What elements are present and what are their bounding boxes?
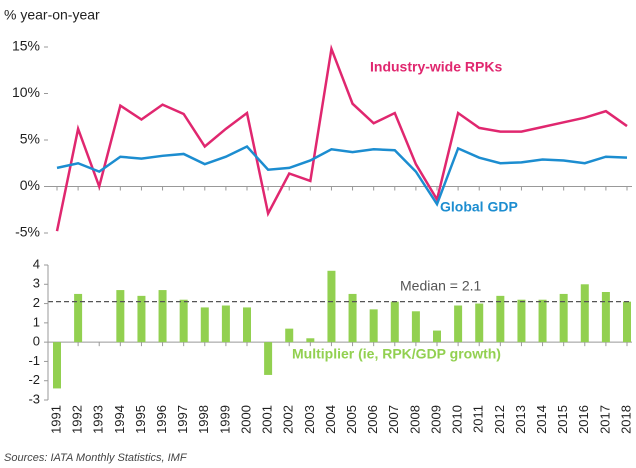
- y-tick-label: 2: [33, 295, 40, 310]
- x-tick-label: 1995: [133, 405, 148, 434]
- x-tick-label: 1996: [154, 405, 169, 434]
- bar: [390, 301, 399, 343]
- bar: [348, 293, 357, 343]
- x-tick-label: 2004: [323, 405, 338, 434]
- bar: [221, 305, 230, 343]
- bar: [53, 342, 61, 389]
- bar: [243, 307, 251, 343]
- x-tick-label: 2001: [260, 405, 275, 434]
- y-tick-label: -5%: [15, 224, 40, 240]
- y-tick-label: -2: [28, 372, 40, 387]
- bar: [475, 303, 484, 343]
- x-tick-label: 2003: [302, 405, 317, 434]
- x-tick-label: 1999: [217, 405, 232, 434]
- x-tick-label: 2016: [576, 405, 591, 434]
- x-tick-label: 1998: [196, 405, 211, 434]
- y-tick-label: 0%: [20, 177, 40, 193]
- series-label: Industry-wide RPKs: [370, 59, 502, 75]
- x-tick-label: 2005: [344, 405, 359, 434]
- y-tick-label: 5%: [20, 131, 40, 147]
- bar: [285, 328, 294, 343]
- x-tick-label: 2006: [365, 405, 380, 434]
- x-tick-label: 2017: [597, 405, 612, 434]
- x-tick-label: 2007: [386, 405, 401, 434]
- series-label: Global GDP: [440, 199, 518, 215]
- bar: [538, 299, 547, 343]
- bar: [623, 301, 631, 343]
- y-tick-label: 3: [33, 276, 40, 291]
- y-tick-label: 4: [33, 256, 40, 271]
- x-tick-label: 2002: [281, 405, 296, 434]
- x-tick-label: 1997: [175, 405, 190, 434]
- x-tick-label: 1992: [70, 405, 85, 434]
- x-tick-label: 2011: [471, 405, 486, 433]
- bar: [200, 307, 209, 343]
- x-tick-label: 1994: [112, 405, 127, 434]
- source: Sources: IATA Monthly Statistics, IMF: [4, 452, 188, 464]
- y-tick-label: 0: [33, 334, 40, 349]
- x-tick-label: 1991: [48, 405, 63, 434]
- x-tick-label: 2013: [513, 405, 528, 434]
- y-tick-label: 1: [33, 314, 40, 329]
- bar: [369, 309, 378, 343]
- line: [55, 44, 628, 232]
- bar: [580, 284, 589, 343]
- median-label: Median = 2.1: [400, 278, 482, 294]
- x-tick-label: 1993: [91, 405, 106, 434]
- bar: [517, 299, 526, 343]
- x-tick-label: 2000: [238, 405, 253, 434]
- x-tick-label: 2008: [407, 405, 422, 434]
- bar: [411, 311, 420, 343]
- bar: [496, 295, 505, 343]
- bar: [327, 270, 336, 343]
- bar: [158, 290, 167, 343]
- bar: [559, 293, 568, 343]
- y-axis-label: % year-on-year: [4, 7, 100, 23]
- y-tick-label: 10%: [12, 84, 40, 100]
- series-label: Multiplier (ie, RPK/GDP growth): [292, 346, 501, 362]
- bar: [137, 295, 146, 343]
- y-tick-label: -1: [28, 353, 40, 368]
- line: [56, 144, 628, 207]
- x-tick-label: 2010: [450, 405, 465, 434]
- bar: [179, 299, 188, 343]
- bar: [454, 305, 463, 343]
- x-tick-label: 2014: [534, 405, 549, 434]
- y-tick-label: 15%: [12, 38, 40, 54]
- x-tick-label: 2015: [555, 405, 570, 434]
- bar: [264, 342, 273, 375]
- bar: [601, 292, 610, 343]
- bar: [116, 290, 125, 343]
- y-tick-label: -3: [28, 391, 40, 406]
- bar: [433, 330, 441, 343]
- x-tick-label: 2012: [492, 405, 507, 434]
- x-tick-label: 2018: [618, 405, 633, 434]
- bar: [306, 338, 315, 343]
- bar: [74, 293, 83, 343]
- x-tick-label: 2009: [428, 405, 443, 434]
